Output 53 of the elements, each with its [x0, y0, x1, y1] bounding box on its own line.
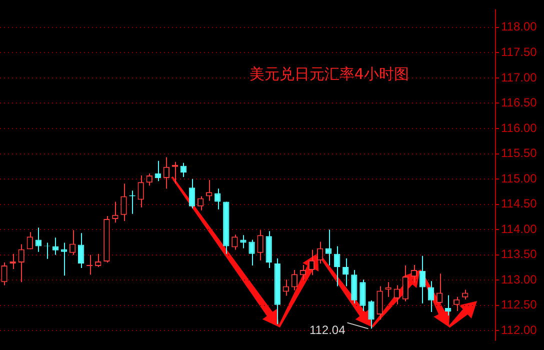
candlestick [138, 175, 144, 208]
candlestick [316, 241, 324, 264]
candlestick [300, 264, 306, 281]
candlestick [402, 264, 408, 302]
candlestick [214, 188, 221, 210]
candlestick [188, 178, 196, 209]
candlestick [240, 234, 246, 249]
candlestick [112, 201, 118, 224]
candlestick [325, 229, 332, 266]
candlestick [376, 286, 383, 320]
candlestick [419, 255, 426, 304]
candlestick [248, 239, 255, 266]
y-tick-label: 113.00 [501, 272, 538, 286]
candlestick [282, 279, 289, 296]
candlestick [35, 227, 42, 252]
y-tick-label: 117.00 [501, 70, 538, 84]
candlestick [454, 296, 460, 312]
candlestick [351, 270, 358, 304]
candlestick [52, 237, 59, 256]
candlestick [444, 294, 452, 316]
candlestick [308, 249, 315, 276]
candlestick [462, 289, 468, 300]
text: 美元兑日元汇率4小时图 [249, 64, 409, 83]
y-tick-label: 115.50 [501, 146, 538, 160]
y-tick-label: 112.50 [501, 298, 538, 312]
candlestick [232, 234, 238, 250]
candlestick [410, 264, 418, 284]
y-tick-label: 113.50 [501, 247, 538, 262]
candlestick [206, 180, 212, 202]
candlestick [334, 246, 340, 287]
candlestick [291, 270, 298, 291]
y-tick-label: 115.00 [501, 171, 538, 186]
y-tick-label: 118.00 [501, 20, 538, 34]
candlestick [257, 230, 264, 261]
candlestick [180, 162, 187, 178]
y-tick-label: 112.00 [501, 323, 538, 338]
candlestick [428, 280, 434, 312]
y-tick-label: 117.50 [501, 44, 538, 59]
candlestick [120, 183, 127, 222]
candlestick [154, 160, 161, 182]
candlestick [163, 156, 170, 190]
candlestick [78, 232, 84, 269]
y-tick-label: 114.50 [501, 196, 538, 211]
candlestick [342, 258, 349, 287]
y-tick-label: 116.50 [501, 96, 538, 110]
y-tick-label: 116.00 [501, 120, 538, 135]
candlestick [368, 300, 374, 330]
candlestick [18, 244, 24, 283]
candlestick [360, 279, 366, 312]
candlestick [385, 282, 392, 298]
annotation: 112.04 [309, 322, 346, 337]
candlestick [26, 232, 33, 250]
y-tick-label: 114.00 [501, 222, 538, 236]
